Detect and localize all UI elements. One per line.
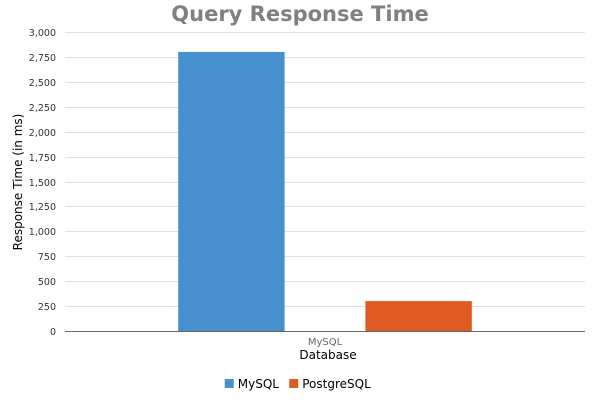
bar-postgresql[interactable] (365, 301, 472, 331)
y-tick-label: 1,500 (29, 178, 56, 189)
y-tick-label: 2,500 (29, 78, 56, 89)
y-tick-label: 0 (50, 327, 56, 338)
y-tick-label: 250 (38, 302, 56, 313)
legend: MySQL PostgreSQL (224, 377, 371, 391)
x-category-label: MySQL (308, 337, 343, 348)
y-tick-label: 750 (38, 252, 56, 263)
gridlines (65, 32, 585, 307)
legend-item-mysql[interactable]: MySQL (224, 377, 280, 391)
y-axis-ticks: 0 250 500 750 1,000 1,250 1,500 1,750 2,000 2,250… (29, 28, 56, 338)
chart-title: Query Response Time (171, 2, 428, 26)
y-tick-label: 500 (38, 277, 56, 288)
legend-swatch (224, 379, 234, 388)
y-tick-label: 1,750 (29, 153, 56, 164)
bar-mysql[interactable] (178, 51, 285, 331)
y-axis-title: Response Time (in ms) (11, 114, 25, 251)
legend-label: MySQL (238, 377, 280, 391)
legend-swatch (289, 379, 299, 388)
bars (178, 51, 472, 331)
y-tick-label: 2,250 (29, 103, 56, 114)
y-tick-label: 3,000 (29, 28, 56, 39)
x-axis-title: Database (299, 348, 356, 362)
y-tick-label: 2,750 (29, 53, 56, 64)
x-axis-categories: MySQL (308, 337, 343, 348)
legend-item-postgresql[interactable]: PostgreSQL (289, 377, 371, 391)
y-tick-label: 1,000 (29, 227, 56, 238)
legend-label: PostgreSQL (302, 377, 371, 391)
y-tick-label: 1,250 (29, 202, 56, 213)
y-tick-label: 2,000 (29, 128, 56, 139)
